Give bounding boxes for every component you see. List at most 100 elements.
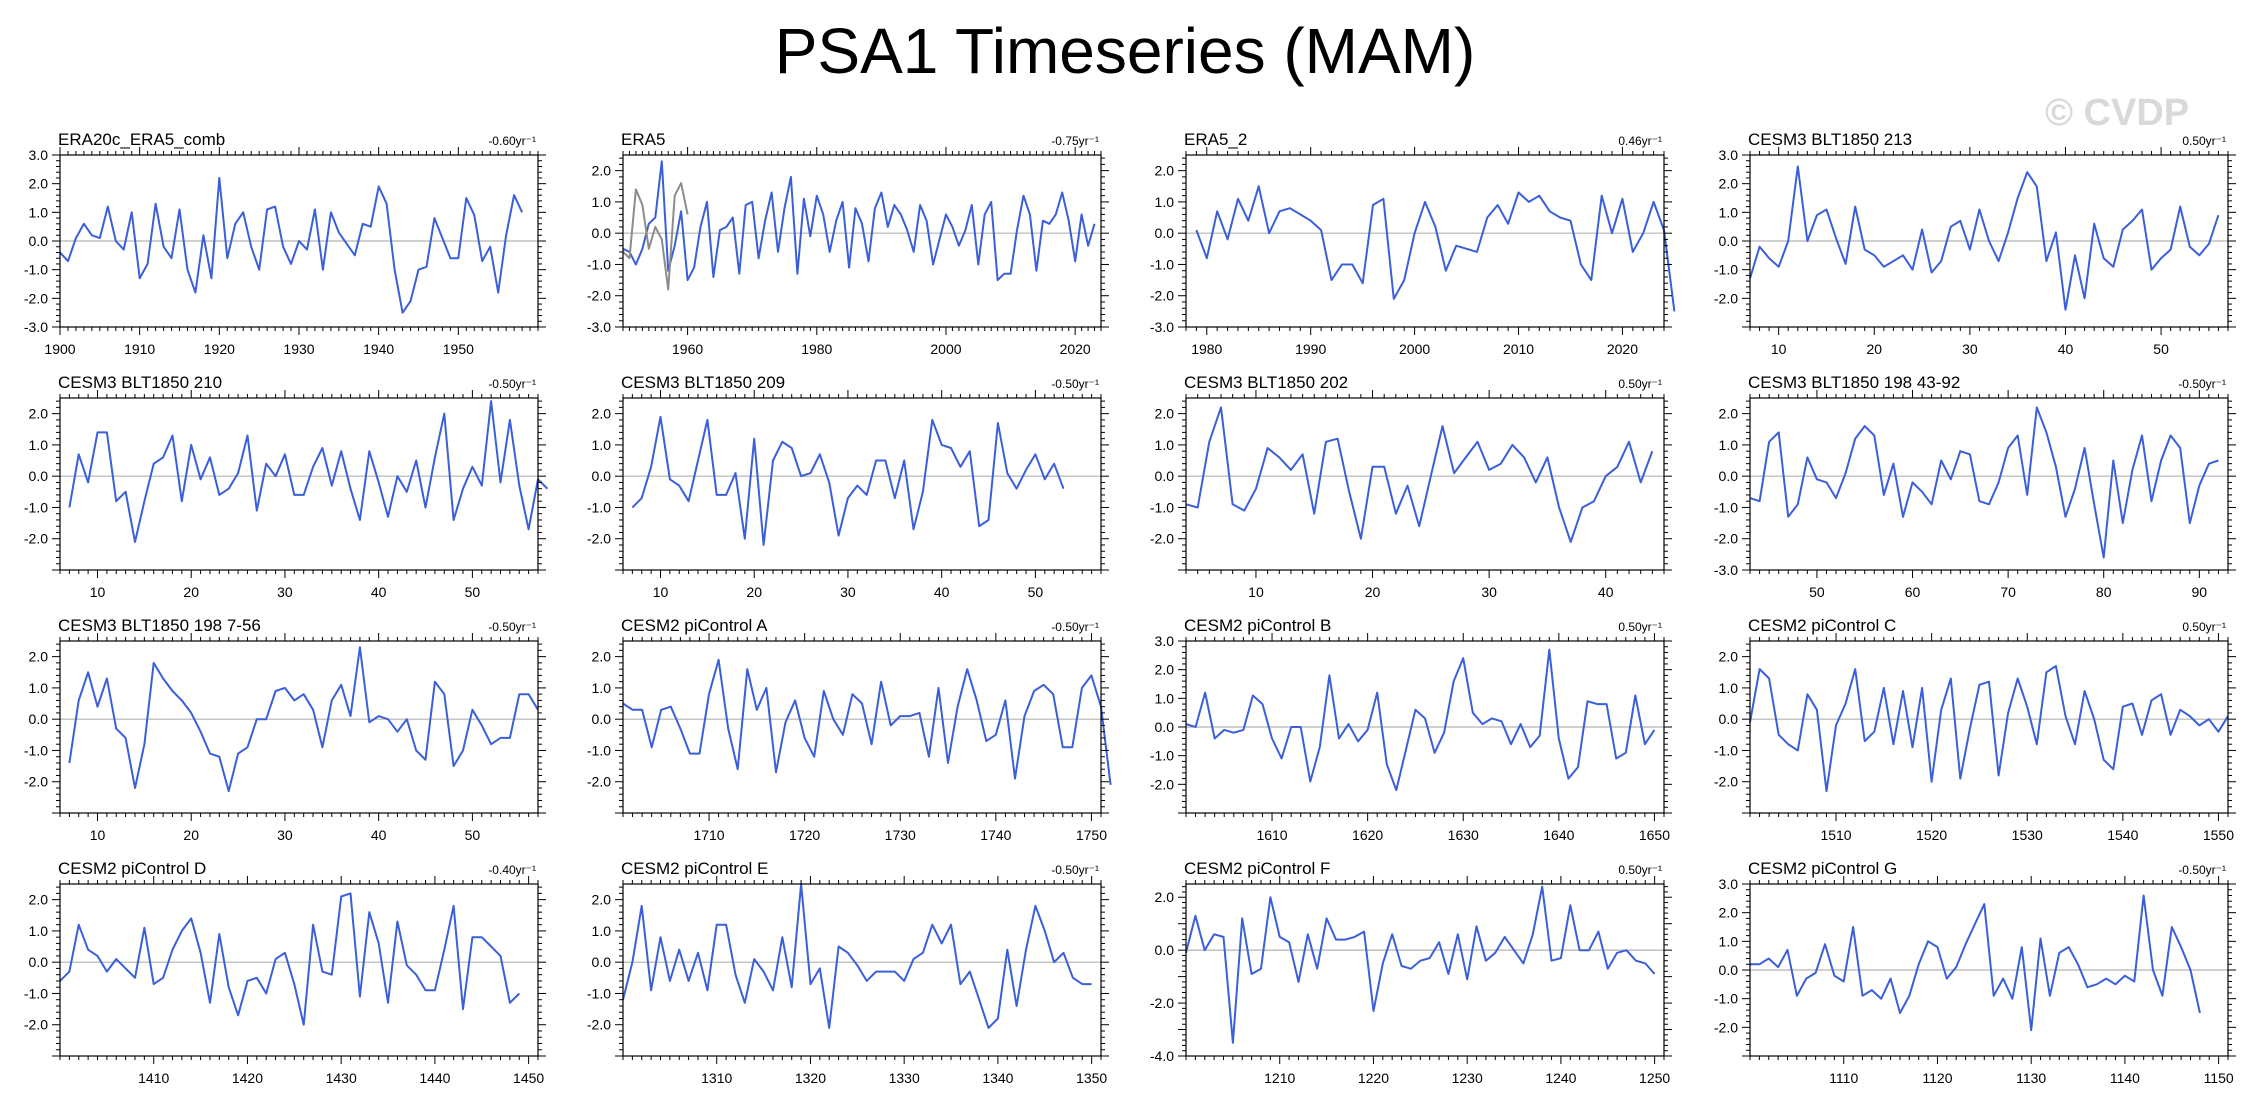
x-tick-label: 10 — [90, 584, 106, 600]
x-tick-label: 30 — [277, 584, 293, 600]
y-tick-label: 3.0 — [1719, 876, 1739, 892]
x-tick-label: 10 — [653, 584, 669, 600]
series-line — [68, 400, 549, 543]
y-tick-label: 1.0 — [1155, 194, 1175, 210]
x-tick-label: 50 — [1028, 584, 1044, 600]
y-tick-label: 0.0 — [592, 954, 612, 970]
y-tick-label: 1.0 — [29, 923, 49, 939]
y-tick-label: -2.0 — [24, 290, 48, 306]
x-tick-label: 1950 — [443, 341, 474, 357]
chart-panel-7: CESM3 BLT1850 202 0.50yr⁻¹ -2.0 -1.0 0.0 1.0 2… — [1150, 373, 1672, 600]
x-tick-label: 30 — [1481, 584, 1497, 600]
y-tick-label: 0.0 — [1719, 711, 1739, 727]
y-tick-label: -1.0 — [24, 262, 48, 278]
x-tick-label: 1110 — [1829, 1070, 1858, 1086]
panel-title: ERA5_2 — [1184, 130, 1247, 149]
x-tick-label: 40 — [934, 584, 950, 600]
series-line — [1749, 165, 2220, 311]
y-tick-label: -1.0 — [1714, 262, 1738, 278]
panel-title: CESM2 piControl B — [1184, 616, 1331, 635]
x-tick-label: 1980 — [1191, 341, 1222, 357]
x-tick-label: 1920 — [204, 341, 235, 357]
x-tick-label: 1440 — [419, 1070, 450, 1086]
x-tick-label: 2020 — [1607, 341, 1638, 357]
x-tick-label: 1740 — [980, 827, 1011, 843]
y-tick-label: 3.0 — [1719, 147, 1739, 163]
series-line — [1185, 648, 1656, 792]
chart-panel-1: ERA20c_ERA5_comb -0.60yr⁻¹ -3.0 -2.0 -1.0 0.0… — [24, 130, 546, 357]
x-tick-label: 1750 — [1076, 827, 1107, 843]
y-tick-label: 0.0 — [29, 468, 49, 484]
y-tick-label: -2.0 — [24, 1017, 48, 1033]
y-tick-label: -1.0 — [587, 985, 611, 1001]
y-tick-label: 1.0 — [1719, 680, 1739, 696]
series-line — [1749, 406, 2219, 559]
plot-frame — [622, 154, 1102, 328]
y-tick-label: 0.0 — [29, 233, 49, 249]
x-tick-label: 10 — [90, 827, 106, 843]
panel-trend: 0.50yr⁻¹ — [1618, 863, 1662, 877]
series-line — [59, 892, 521, 1026]
series-line — [622, 160, 1096, 282]
y-tick-label: -1.0 — [1714, 991, 1738, 1007]
y-tick-label: 1.0 — [592, 680, 612, 696]
y-tick-label: 2.0 — [29, 176, 49, 192]
x-tick-label: 10 — [1771, 341, 1787, 357]
x-tick-label: 40 — [2058, 341, 2074, 357]
y-tick-label: -4.0 — [1150, 1048, 1174, 1064]
y-tick-label: 2.0 — [29, 649, 49, 665]
plot-frame — [1185, 883, 1665, 1057]
x-tick-label: 1930 — [283, 341, 314, 357]
panel-title: ERA5 — [621, 130, 665, 149]
y-tick-label: 1.0 — [1719, 933, 1739, 949]
y-tick-label: 0.0 — [592, 711, 612, 727]
x-tick-label: 50 — [2153, 341, 2169, 357]
panel-trend: -0.60yr⁻¹ — [488, 134, 536, 148]
chart-panel-5: CESM3 BLT1850 210 -0.50yr⁻¹ -2.0 -1.0 0.0 1.0… — [24, 373, 549, 600]
y-tick-label: 2.0 — [1719, 905, 1739, 921]
y-tick-label: -3.0 — [587, 319, 611, 335]
y-tick-label: 2.0 — [1719, 649, 1739, 665]
x-tick-label: 60 — [1905, 584, 1921, 600]
x-tick-label: 2000 — [1399, 341, 1430, 357]
y-tick-label: -2.0 — [1714, 774, 1738, 790]
panel-trend: 0.50yr⁻¹ — [2182, 134, 2226, 148]
y-tick-label: -2.0 — [1150, 288, 1174, 304]
plot-frame — [59, 883, 539, 1057]
watermark: © CVDP — [2045, 92, 2190, 134]
x-tick-label: 1650 — [1639, 827, 1670, 843]
y-tick-label: 0.0 — [1719, 233, 1739, 249]
chart-panel-14: CESM2 piControl E -0.50yr⁻¹ -2.0 -1.0 0.0 1.0… — [587, 859, 1109, 1086]
y-tick-label: -1.0 — [1150, 499, 1174, 515]
series-line — [1185, 406, 1654, 543]
y-tick-label: 1.0 — [592, 194, 612, 210]
panel-title: CESM2 piControl A — [621, 616, 768, 635]
x-tick-label: 1520 — [1916, 827, 1947, 843]
y-tick-label: -2.0 — [587, 774, 611, 790]
panel-title: CESM3 BLT1850 213 — [1748, 130, 1912, 149]
x-tick-label: 1330 — [889, 1070, 920, 1086]
panel-trend: -0.50yr⁻¹ — [1051, 863, 1099, 877]
plot-frame — [1185, 154, 1665, 328]
y-tick-label: -1.0 — [1714, 742, 1738, 758]
x-tick-label: 1320 — [795, 1070, 826, 1086]
x-tick-label: 90 — [2192, 584, 2208, 600]
plot-frame — [622, 397, 1102, 571]
y-tick-label: 2.0 — [592, 406, 612, 422]
panel-title: CESM2 piControl F — [1184, 859, 1330, 878]
y-tick-label: 1.0 — [1719, 437, 1739, 453]
series-line — [1195, 185, 1676, 312]
x-tick-label: 1640 — [1543, 827, 1574, 843]
y-tick-label: -1.0 — [24, 985, 48, 1001]
y-tick-label: -3.0 — [1150, 319, 1174, 335]
chart-panel-4: CESM3 BLT1850 213 0.50yr⁻¹ -2.0 -1.0 0.0 1.0 2… — [1714, 130, 2236, 357]
chart-panel-12: CESM2 piControl C 0.50yr⁻¹ -2.0 -1.0 0.0 1.0 2… — [1714, 616, 2236, 843]
x-tick-label: 40 — [371, 584, 387, 600]
x-tick-label: 1230 — [1452, 1070, 1483, 1086]
panel-title: CESM3 BLT1850 210 — [58, 373, 222, 392]
y-tick-label: -2.0 — [1150, 531, 1174, 547]
x-tick-label: 1250 — [1639, 1070, 1670, 1086]
chart-panel-11: CESM2 piControl B 0.50yr⁻¹ -2.0 -1.0 0.0 1.0 2… — [1150, 616, 1672, 843]
x-tick-label: 1350 — [1076, 1070, 1107, 1086]
